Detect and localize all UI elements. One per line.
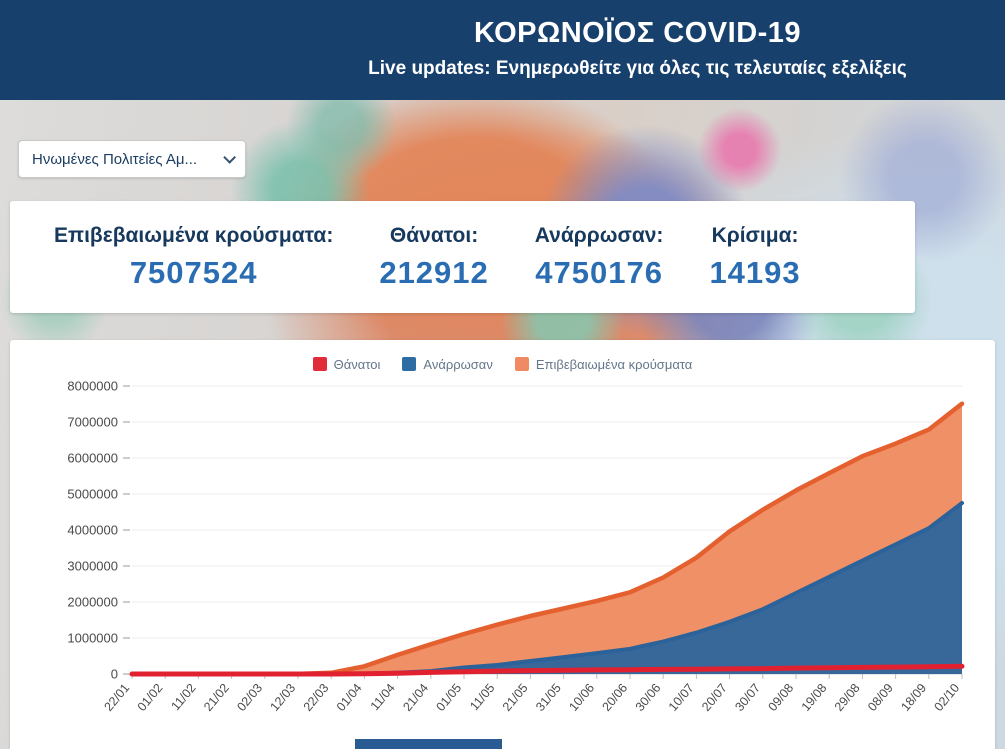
legend-confirmed-label: Επιβεβαιωμένα κρούσματα	[535, 356, 693, 372]
page-subtitle: Live updates: Ενημερωθείτε για όλες τις …	[368, 58, 907, 79]
chart-legend: Θάνατοι Ανάρρωσαν Επιβεβαιωμένα κρούσματ…	[10, 340, 995, 372]
svg-text:01/04: 01/04	[334, 681, 365, 714]
svg-text:30/06: 30/06	[633, 681, 664, 714]
svg-text:5000000: 5000000	[67, 487, 118, 502]
stat-recovered: Ανάρρωσαν: 4750176	[535, 224, 664, 291]
chart-card: Θάνατοι Ανάρρωσαν Επιβεβαιωμένα κρούσματ…	[10, 340, 995, 749]
legend-deaths-label: Θάνατοι	[333, 356, 381, 372]
country-select-value: Ηνωμένες Πολιτείες Αμ...	[32, 150, 198, 168]
legend-recovered-label: Ανάρρωσαν	[423, 356, 493, 372]
page-title: ΚΟΡΩΝΟΪΟΣ COVID-19	[473, 17, 802, 49]
stat-recovered-label: Ανάρρωσαν:	[534, 223, 664, 247]
svg-text:02/03: 02/03	[234, 681, 265, 714]
stat-critical-label: Κρίσιμα:	[711, 223, 799, 247]
recovered-swatch-icon	[402, 357, 417, 371]
covid-area-chart: 0 1000000 2000000 3000000 4000000 5000000 6000…	[10, 376, 995, 741]
svg-text:11/04: 11/04	[368, 681, 398, 713]
svg-text:08/09: 08/09	[865, 681, 896, 714]
svg-text:6000000: 6000000	[67, 451, 118, 466]
svg-text:22/03: 22/03	[301, 681, 332, 714]
svg-text:18/09: 18/09	[898, 681, 929, 714]
stat-deaths-value: 212912	[379, 254, 489, 290]
svg-text:29/08: 29/08	[832, 681, 863, 714]
legend-item-deaths[interactable]: Θάνατοι	[312, 356, 381, 372]
svg-text:20/06: 20/06	[599, 681, 630, 714]
svg-text:0: 0	[111, 667, 118, 682]
stat-recovered-value: 4750176	[535, 254, 663, 290]
stat-critical: Κρίσιμα: 14193	[709, 224, 800, 291]
footer-bar	[355, 739, 502, 749]
stats-card: Επιβεβαιωμένα κρούσματα: 7507524 Θάνατοι…	[10, 201, 915, 313]
svg-text:8000000: 8000000	[67, 379, 118, 394]
deaths-swatch-icon	[312, 357, 327, 371]
svg-text:19/08: 19/08	[799, 681, 830, 714]
stat-critical-value: 14193	[709, 254, 801, 290]
svg-text:3000000: 3000000	[67, 559, 118, 574]
svg-text:01/02: 01/02	[135, 681, 166, 714]
header-text: ΚΟΡΩΝΟΪΟΣ COVID-19 Live updates: Ενημερω…	[270, 0, 1005, 80]
svg-text:02/10: 02/10	[931, 681, 962, 714]
stat-confirmed-label: Επιβεβαιωμένα κρούσματα:	[54, 223, 334, 247]
svg-text:01/05: 01/05	[433, 681, 464, 714]
stat-confirmed-value: 7507524	[129, 254, 258, 290]
svg-text:4000000: 4000000	[67, 523, 118, 538]
svg-text:11/05: 11/05	[467, 681, 497, 713]
stat-confirmed: Επιβεβαιωμένα κρούσματα: 7507524	[54, 224, 333, 291]
svg-text:11/02: 11/02	[168, 681, 198, 713]
legend-item-confirmed[interactable]: Επιβεβαιωμένα κρούσματα	[514, 356, 693, 372]
legend-item-recovered[interactable]: Ανάρρωσαν	[402, 356, 493, 372]
svg-text:12/03: 12/03	[267, 681, 298, 714]
svg-text:7000000: 7000000	[67, 415, 118, 430]
svg-text:22/01: 22/01	[101, 681, 132, 714]
svg-text:09/08: 09/08	[765, 681, 796, 714]
stat-deaths-label: Θάνατοι:	[389, 223, 479, 247]
stat-deaths: Θάνατοι: 212912	[379, 224, 488, 291]
svg-text:20/07: 20/07	[699, 681, 730, 714]
chevron-down-icon	[223, 150, 236, 164]
confirmed-swatch-icon	[514, 357, 529, 371]
svg-text:21/04: 21/04	[400, 681, 431, 714]
svg-text:31/05: 31/05	[533, 681, 564, 714]
svg-text:21/02: 21/02	[201, 681, 232, 714]
svg-text:21/05: 21/05	[500, 681, 531, 714]
svg-text:2000000: 2000000	[67, 595, 118, 610]
svg-text:1000000: 1000000	[67, 631, 118, 646]
svg-text:10/06: 10/06	[566, 681, 597, 714]
svg-text:30/07: 30/07	[732, 681, 763, 714]
chart-svg: 0 1000000 2000000 3000000 4000000 5000000 6000…	[67, 379, 965, 714]
svg-text:10/07: 10/07	[666, 681, 697, 714]
header: ΚΟΡΩΝΟΪΟΣ COVID-19 Live updates: Ενημερω…	[0, 0, 1005, 100]
country-select[interactable]: Ηνωμένες Πολιτείες Αμ...	[18, 140, 246, 178]
